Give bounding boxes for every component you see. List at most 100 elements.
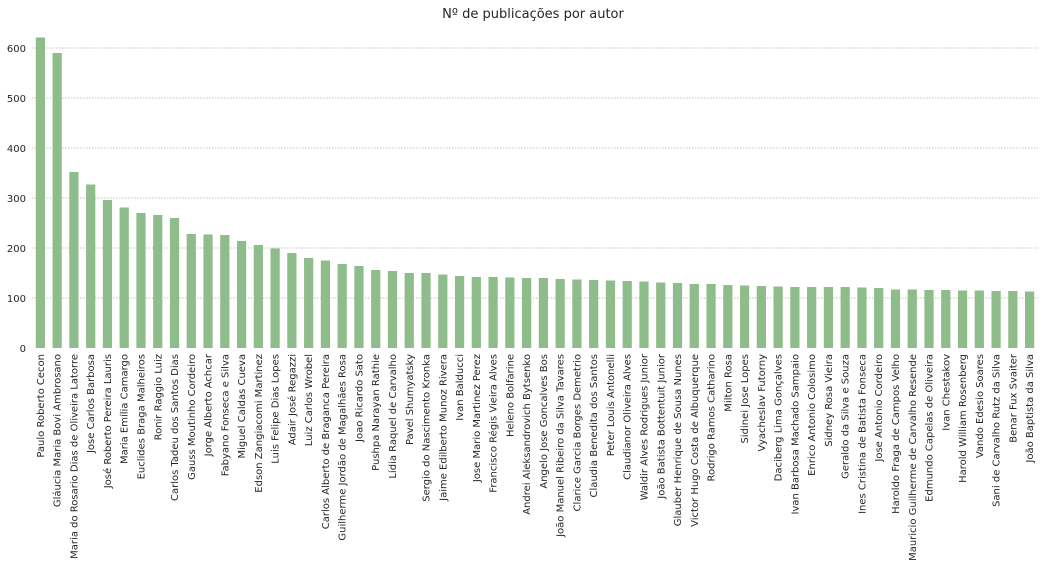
bar [807, 287, 817, 348]
bar [639, 281, 649, 348]
bar [354, 266, 364, 348]
x-tick-label: Claudia Benedita dos Santos [589, 354, 600, 497]
x-tick-label: Maria do Rosario Dias de Oliveira Latorr… [69, 354, 80, 559]
bar [186, 234, 196, 348]
x-tick-label: Harold William Rosenberg [958, 354, 969, 483]
bar [957, 290, 968, 348]
x-tick-label: Benar Fux Svaiter [1008, 353, 1019, 443]
bar [454, 276, 465, 348]
x-tick-label: Euclides Braga Malheiros [136, 354, 147, 479]
x-tick-label: Claudianor Oliveira Alves [623, 354, 634, 480]
bar [890, 289, 901, 348]
x-tick-label: Haroldo Fraga de Campos Velho [891, 354, 902, 514]
bar [69, 172, 79, 348]
x-tick-label: Sidinei Jose Lopes [740, 354, 751, 444]
x-tick-label: Edson Zangiacomi Martinez [254, 354, 265, 493]
x-tick-label: Vyacheslav Futorny [757, 354, 768, 452]
bar [689, 284, 699, 348]
x-tick-label: Sidney Rosa Vieira [824, 354, 835, 447]
bar [907, 289, 917, 348]
bar [572, 279, 582, 348]
bar [270, 248, 280, 348]
y-tick-label: 600 [7, 44, 26, 55]
bar [622, 281, 632, 348]
x-tick-label: Sergio do Nascimento Kronka [422, 354, 433, 502]
y-tick-label: 100 [7, 294, 26, 305]
x-tick-label: Luiz Carlos Wrobel [304, 354, 315, 446]
y-tick-label: 300 [7, 194, 26, 205]
x-tick-label: João Batista Bottentuit Junior [656, 353, 667, 500]
x-tick-label: Milton Rosa [723, 354, 734, 412]
x-tick-label: Heleno Bolfarine [505, 354, 516, 437]
x-tick-label: Vando Edesio Soares [975, 354, 986, 458]
bar [555, 279, 565, 348]
bar [941, 290, 951, 348]
x-tick-label: Maria Emília Camargo [119, 354, 131, 464]
grid-lines [32, 47, 1038, 299]
x-tick-label: Enrico Antonio Colosimo [807, 354, 818, 476]
x-tick-label: Waldir Alves Rodrigues Junior [639, 353, 650, 500]
bar [304, 258, 314, 348]
x-tick-label: Peter Louis Antonelli [606, 354, 617, 456]
x-tick-label: Mauricio Guilherme de Carvalho Resende [908, 354, 919, 561]
x-tick-label: Gauss Moutinho Cordeiro [187, 354, 198, 480]
bar [589, 280, 599, 348]
y-tick-label: 0 [20, 344, 26, 355]
x-tick-label: Geraldo da Silva e Souza [841, 354, 852, 479]
x-tick-label: Jose Carlos Barbosa [86, 354, 97, 454]
x-tick-label: João Manuel Ribeiro da Silva Tavares [556, 354, 567, 538]
x-axis-ticks: Paulo Roberto Cecon Gláucia Maria Bovi Am… [36, 353, 1036, 561]
x-tick-label: Angelo Jose Goncalves Bos [539, 354, 550, 489]
x-tick-label: Jose Mario Martinez Perez [472, 354, 483, 483]
bar [253, 245, 263, 348]
x-tick-label: Victor Hugo Costa de Albuquerque [690, 354, 701, 527]
bar [790, 287, 800, 348]
bar [756, 286, 766, 348]
bar [1008, 291, 1018, 348]
y-tick-label: 500 [7, 94, 26, 105]
bar [320, 260, 331, 348]
x-tick-label: Paulo Roberto Cecon [36, 354, 47, 458]
chart-title: Nº de publicações por autor [442, 7, 624, 22]
bar [287, 253, 297, 348]
bar [371, 270, 381, 348]
x-tick-label: Luis Felipe Dias Lopes [271, 354, 282, 464]
y-tick-label: 400 [7, 144, 26, 155]
bar [656, 282, 666, 348]
x-tick-label: Fabyano Fonseca e Silva [220, 354, 231, 476]
x-tick-label: Clarice Garcia Borges Demetrio [572, 354, 583, 511]
bar [857, 287, 867, 348]
x-tick-label: Gláucia Maria Bovi Ambrosano [52, 354, 64, 507]
x-tick-label: Adair José Regazzi [286, 354, 298, 445]
bar [119, 207, 129, 348]
bar [823, 287, 834, 348]
bar [974, 290, 984, 348]
x-tick-label: Rodrigo Ramos Catharino [707, 354, 718, 481]
bar [136, 213, 146, 348]
bar [874, 288, 884, 348]
x-tick-label: Jorge Alberto Achcar [204, 353, 215, 457]
bar [991, 291, 1001, 348]
bar [35, 37, 45, 348]
bar [86, 184, 96, 348]
x-tick-label: Guilherme Jordão de Magalhães Rosa [338, 354, 349, 541]
bar [706, 284, 716, 348]
bar [471, 277, 481, 348]
x-tick-label: Francisco Régis Vieira Alves [488, 354, 500, 493]
x-tick-label: Jose Antonio Cordeiro [874, 354, 885, 463]
x-tick-label: Ines Cristina de Batista Fonseca [857, 354, 868, 514]
bar [672, 283, 683, 348]
x-tick-label: Glauber Henrique de Sousa Nunes [673, 354, 684, 526]
bar [522, 278, 532, 348]
x-tick-label: Ronir Raggio Luiz [153, 354, 164, 440]
x-tick-label: Carlos Tadeu dos Santos Dias [170, 354, 181, 501]
bar [337, 264, 347, 348]
bar [236, 241, 247, 348]
bar [773, 286, 783, 348]
x-tick-label: Pavel Shumyatsky [405, 354, 416, 445]
x-tick-label: Miguel Caldas Cueva [237, 354, 248, 458]
bar [723, 285, 733, 348]
x-tick-label: Ivan Barbosa Machado Sampaio [790, 354, 801, 515]
